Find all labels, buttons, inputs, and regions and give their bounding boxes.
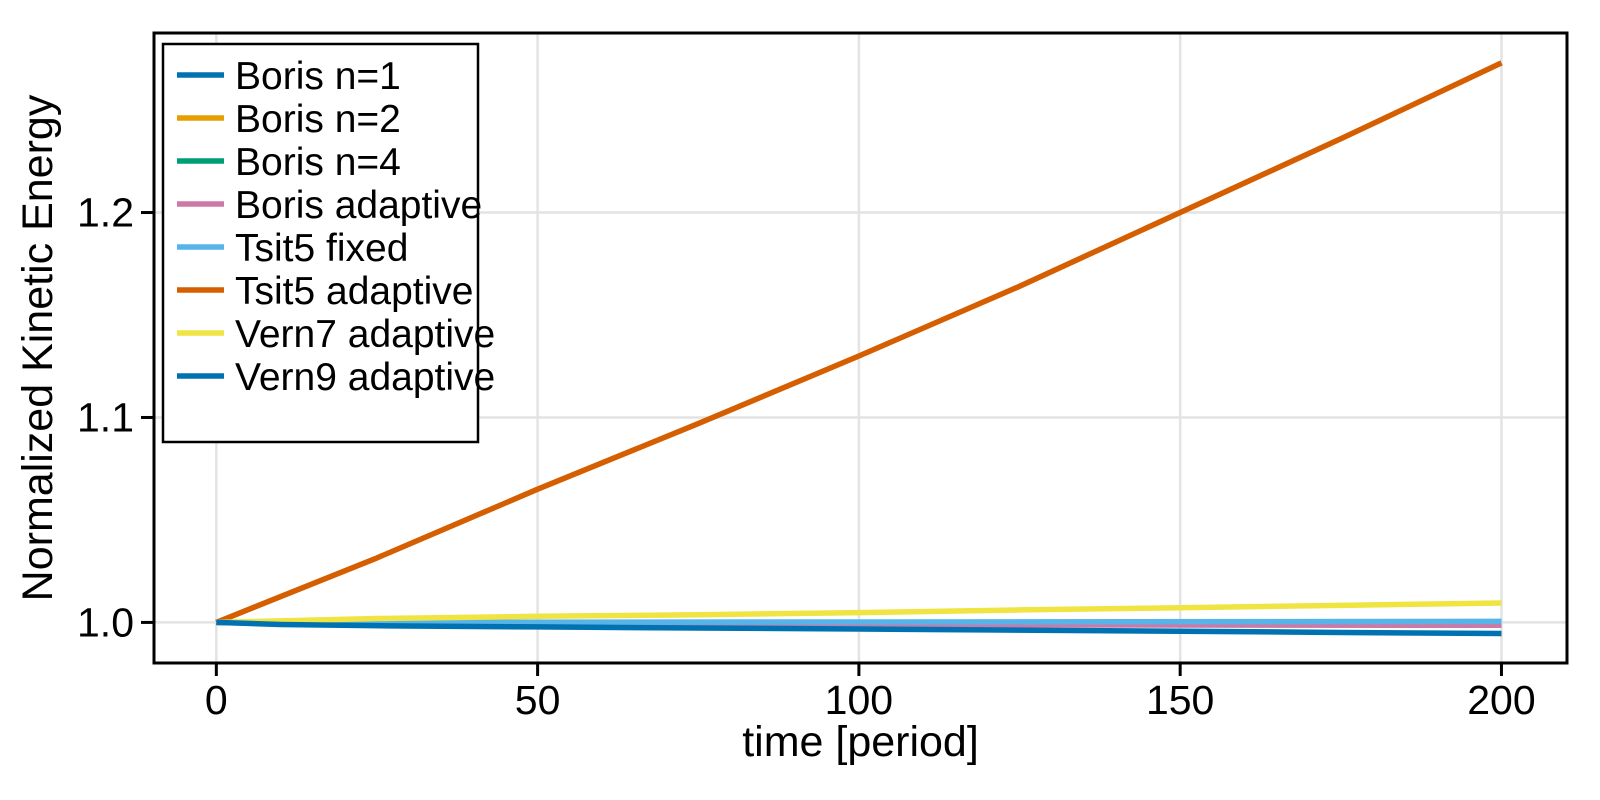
legend-label: Boris adaptive (235, 184, 482, 227)
y-tick-label: 1.0 (77, 599, 134, 645)
legend-label: Boris n=1 (235, 55, 401, 98)
legend-label: Vern7 adaptive (235, 313, 495, 356)
x-tick-label: 50 (515, 677, 561, 723)
legend-label: Vern9 adaptive (235, 356, 495, 399)
y-axis-label: Normalized Kinetic Energy (14, 94, 62, 601)
legend-label: Tsit5 fixed (235, 227, 408, 270)
legend-label: Boris n=2 (235, 98, 401, 141)
series-line-tsit5-fixed (216, 618, 1502, 626)
legend-label: Boris n=4 (235, 141, 401, 184)
series-line-vern9-adaptive (216, 619, 1502, 637)
series-line-vern7-adaptive (216, 600, 1502, 626)
x-axis-label: time [period] (742, 718, 979, 766)
series-line-tsit5-adaptive (215, 60, 1503, 625)
x-tick-label: 200 (1467, 677, 1535, 723)
x-tick-label: 150 (1146, 677, 1214, 723)
legend-label: Tsit5 adaptive (235, 270, 473, 313)
plot-frame (152, 31, 1569, 665)
y-tick-label: 1.1 (77, 394, 134, 440)
x-tick-label: 100 (825, 677, 893, 723)
y-tick-label: 1.2 (77, 190, 134, 236)
x-tick-label: 0 (205, 677, 228, 723)
